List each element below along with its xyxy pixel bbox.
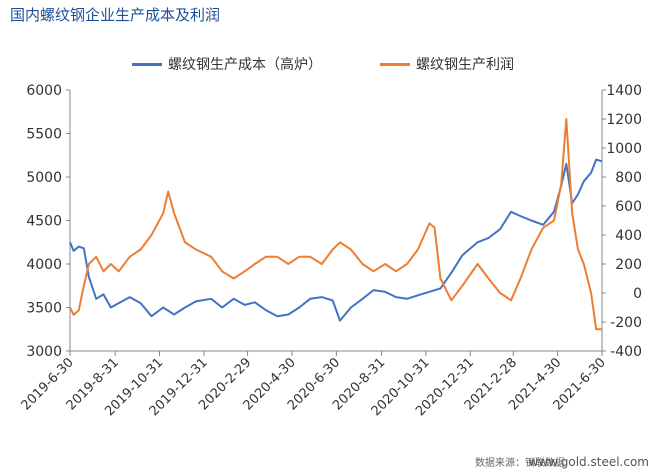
y-right-tick-label: 200 — [615, 257, 642, 273]
y-left-tick-label: 5500 — [26, 127, 62, 143]
chart-legend: 螺纹钢生产成本（高炉） 螺纹钢生产利润 — [0, 54, 657, 76]
legend-label-profit: 螺纹钢生产利润 — [416, 57, 514, 73]
legend-item-profit: 螺纹钢生产利润 — [380, 54, 514, 74]
legend-label-cost: 螺纹钢生产成本（高炉） — [168, 57, 322, 73]
legend-item-cost: 螺纹钢生产成本（高炉） — [132, 54, 322, 74]
y-left-tick-label: 5000 — [26, 170, 62, 186]
y-right-tick-label: 600 — [615, 199, 642, 215]
y-right-tick-label: 800 — [615, 170, 642, 186]
y-right-tick-label: 400 — [615, 228, 642, 244]
y-right-tick-label: 0 — [633, 286, 642, 302]
legend-swatch-cost — [132, 62, 162, 66]
site-watermark: www.gold.steel.com — [528, 455, 649, 469]
y-left-tick-label: 4500 — [26, 214, 62, 230]
y-left-tick-label: 3000 — [26, 344, 62, 360]
y-right-tick-label: -400 — [610, 344, 642, 360]
series-line-cost — [69, 158, 603, 322]
legend-swatch-profit — [380, 62, 410, 66]
y-left-tick-label: 3500 — [26, 301, 62, 317]
source-note: 数据来源：钢联数据 — [475, 458, 565, 469]
series-line-profit — [69, 118, 602, 331]
y-left-tick-label: 4000 — [26, 257, 62, 273]
y-right-tick-label: 1000 — [606, 141, 642, 157]
chart-title: 国内螺纹钢企业生产成本及利润 — [10, 6, 221, 24]
y-right-tick-label: 1200 — [606, 112, 642, 128]
series-group — [69, 118, 603, 331]
y-right-tick-label: 1400 — [606, 83, 642, 99]
y-right-tick-label: -200 — [610, 315, 642, 331]
y-left-tick-label: 6000 — [26, 83, 62, 99]
